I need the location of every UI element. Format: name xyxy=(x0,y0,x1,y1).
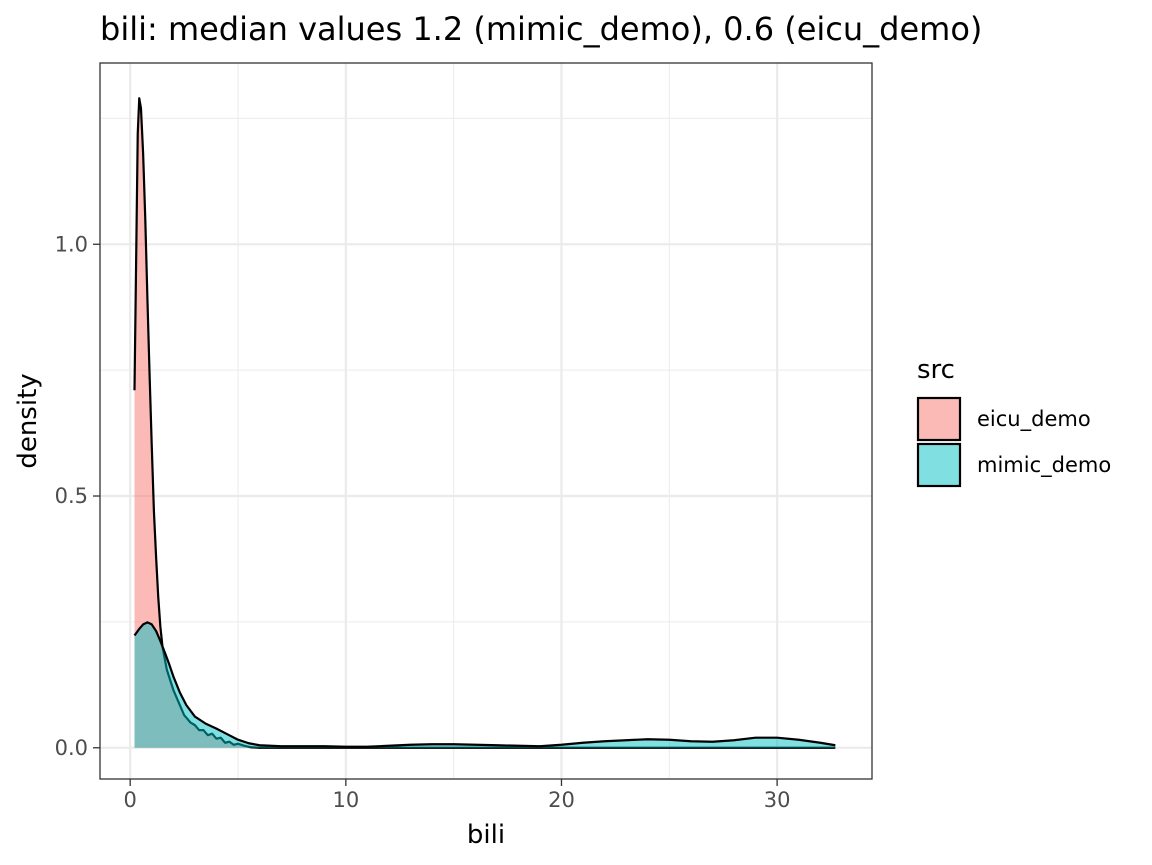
density-area-mimic-demo xyxy=(134,622,836,748)
grid-minor xyxy=(100,63,872,779)
y-tick-label: 0.0 xyxy=(55,736,88,760)
y-tick-label: 0.5 xyxy=(55,484,88,508)
legend-title: src xyxy=(917,355,955,385)
x-tick-label: 30 xyxy=(764,788,791,812)
density-line-mimic-demo xyxy=(133,621,836,748)
y-axis-title: density xyxy=(13,373,43,468)
y-axis: 0.0 0.5 1.0 xyxy=(55,232,100,760)
legend-swatch-mimic-demo xyxy=(916,442,962,488)
legend: src eicu_demo mimic_demo xyxy=(916,355,1111,488)
x-tick-label: 20 xyxy=(548,788,575,812)
plot-panel-background xyxy=(100,63,872,779)
legend-swatch-eicu-demo xyxy=(916,396,962,442)
chart-title: bili: median values 1.2 (mimic_demo), 0.… xyxy=(100,10,982,48)
x-axis-title: bili xyxy=(467,820,505,850)
legend-label-eicu-demo: eicu_demo xyxy=(977,407,1091,432)
plot-panel-border xyxy=(99,62,873,780)
x-tick-label: 0 xyxy=(124,788,137,812)
density-areas xyxy=(133,97,836,749)
x-tick-label: 10 xyxy=(332,788,359,812)
y-tick-label: 1.0 xyxy=(55,232,88,256)
legend-label-mimic-demo: mimic_demo xyxy=(977,453,1111,478)
x-axis: 0 10 20 30 xyxy=(124,779,791,812)
